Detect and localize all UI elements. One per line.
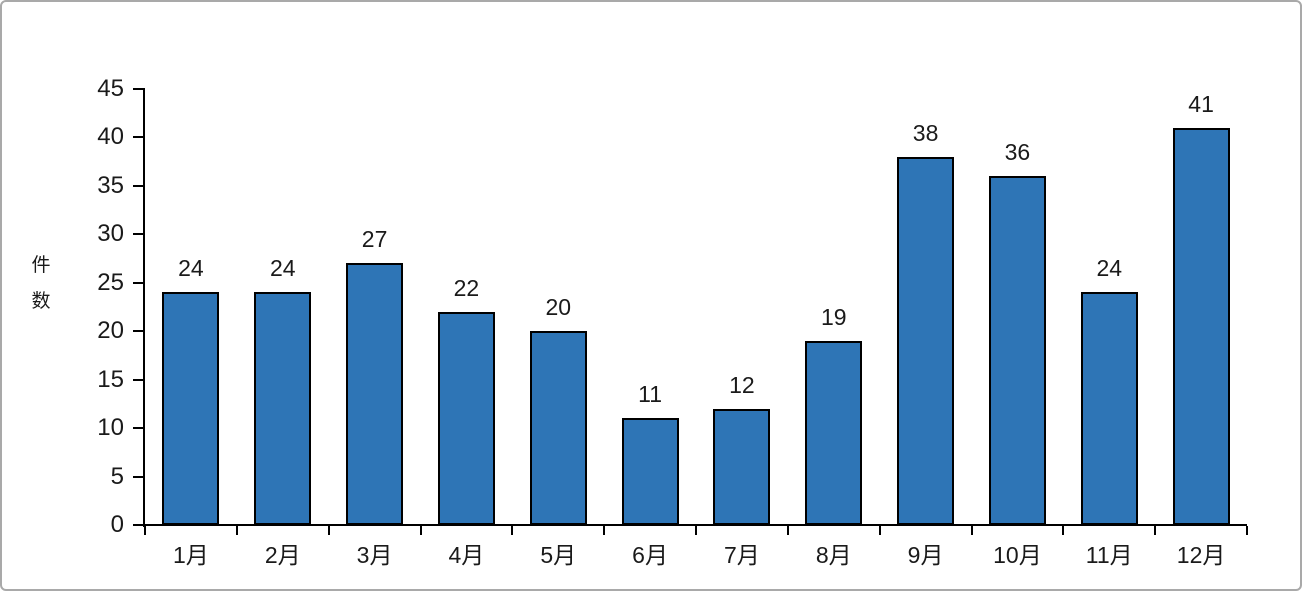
y-tick-label: 20 xyxy=(97,317,124,345)
bar-value-label: 27 xyxy=(361,226,388,253)
x-axis-line xyxy=(143,524,1247,526)
y-tick-label: 25 xyxy=(97,268,124,296)
x-tick-mark xyxy=(695,526,697,535)
y-axis-title-char: 数 xyxy=(31,291,51,312)
bar xyxy=(254,292,312,525)
bar-value-label: 24 xyxy=(178,255,204,282)
x-tick-label: 11月 xyxy=(1085,542,1133,568)
y-tick-mark xyxy=(133,233,143,236)
y-axis-title: 件数 xyxy=(24,248,58,320)
bar xyxy=(713,408,771,525)
x-tick-label: 12月 xyxy=(1176,542,1226,568)
y-tick-mark xyxy=(133,281,143,284)
x-tick-label: 1月 xyxy=(173,542,209,568)
x-tick-label: 7月 xyxy=(724,542,760,568)
x-tick-label: 10月 xyxy=(993,542,1042,568)
y-axis-title-char: 件 xyxy=(31,255,51,276)
x-tick-mark xyxy=(511,526,514,535)
bar xyxy=(529,331,587,525)
bar-value-label: 19 xyxy=(820,303,847,330)
y-tick-label: 5 xyxy=(110,462,124,490)
y-tick-label: 45 xyxy=(97,75,124,102)
x-tick-mark xyxy=(970,526,973,535)
y-tick-label: 40 xyxy=(97,123,124,151)
y-tick-mark xyxy=(133,88,143,90)
y-tick-mark xyxy=(133,524,143,526)
bar xyxy=(1172,127,1230,525)
y-tick-mark xyxy=(133,427,143,430)
x-tick-mark xyxy=(878,526,881,535)
x-tick-label: 6月 xyxy=(632,542,668,568)
x-tick-mark xyxy=(1062,526,1065,535)
y-tick-mark xyxy=(133,136,143,139)
x-tick-label: 8月 xyxy=(815,542,852,568)
y-tick-label: 0 xyxy=(110,511,124,538)
y-tick-label: 10 xyxy=(97,414,124,442)
bar-value-label: 36 xyxy=(1004,139,1031,166)
bar-value-label: 12 xyxy=(729,371,755,398)
y-tick-mark xyxy=(133,330,143,333)
bar-value-label: 41 xyxy=(1188,90,1214,117)
bar xyxy=(988,176,1046,525)
x-tick-mark xyxy=(419,526,422,535)
bar xyxy=(162,292,220,525)
y-tick-label: 30 xyxy=(97,220,124,248)
bar-value-label: 11 xyxy=(638,381,663,408)
x-tick-label: 4月 xyxy=(448,542,485,568)
bar-value-label: 20 xyxy=(545,294,572,321)
x-tick-label: 5月 xyxy=(540,542,577,568)
x-tick-mark xyxy=(1246,526,1248,535)
bar xyxy=(437,311,495,525)
bar xyxy=(805,340,863,525)
x-tick-mark xyxy=(235,526,238,535)
x-tick-mark xyxy=(786,526,789,535)
x-tick-mark xyxy=(327,526,330,535)
x-tick-mark xyxy=(144,526,146,535)
y-tick-label: 35 xyxy=(97,171,124,199)
bar xyxy=(346,263,404,525)
x-tick-mark xyxy=(603,526,606,535)
bar-value-label: 22 xyxy=(453,274,480,301)
bar xyxy=(621,418,679,525)
bar xyxy=(897,156,955,525)
x-tick-mark xyxy=(1154,526,1157,535)
y-tick-mark xyxy=(133,475,143,478)
y-axis-line xyxy=(143,88,145,527)
bar xyxy=(1080,292,1138,525)
y-tick-mark xyxy=(133,184,143,187)
y-tick-label: 15 xyxy=(97,365,124,393)
bar-value-label: 38 xyxy=(912,119,939,146)
x-tick-label: 2月 xyxy=(264,542,301,568)
x-tick-label: 3月 xyxy=(356,542,393,568)
bar-value-label: 24 xyxy=(269,255,296,282)
y-tick-mark xyxy=(133,378,143,381)
x-tick-label: 9月 xyxy=(907,542,944,568)
bar-value-label: 24 xyxy=(1096,255,1123,282)
